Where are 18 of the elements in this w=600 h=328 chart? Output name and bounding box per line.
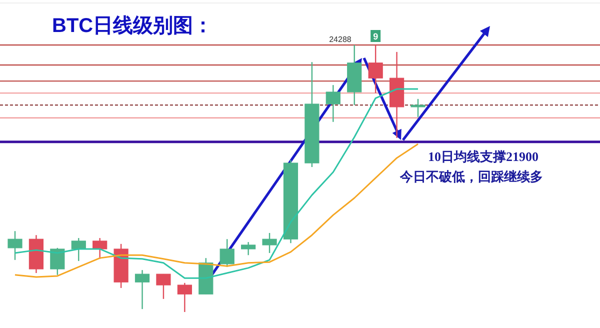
candlestick xyxy=(134,269,150,310)
candlestick xyxy=(326,84,340,122)
candlestick xyxy=(368,44,383,94)
annotation: 今日不破低，回踩继续多 xyxy=(399,169,543,184)
candlestick xyxy=(50,247,65,276)
candlestick xyxy=(220,238,234,268)
candlestick xyxy=(177,282,192,313)
candlestick xyxy=(8,230,22,261)
candlestick xyxy=(410,98,426,118)
candlestick xyxy=(156,273,171,300)
chart-title: BTC日线级别图： xyxy=(52,15,214,37)
candlestick xyxy=(241,241,256,256)
annotation: 24288 xyxy=(329,35,352,44)
text: 9 xyxy=(373,32,378,42)
candlestick xyxy=(262,232,277,254)
candlestick xyxy=(71,237,86,262)
ref-line-label: 10日均线支撑21900 xyxy=(428,148,538,164)
candlestick xyxy=(92,237,108,260)
